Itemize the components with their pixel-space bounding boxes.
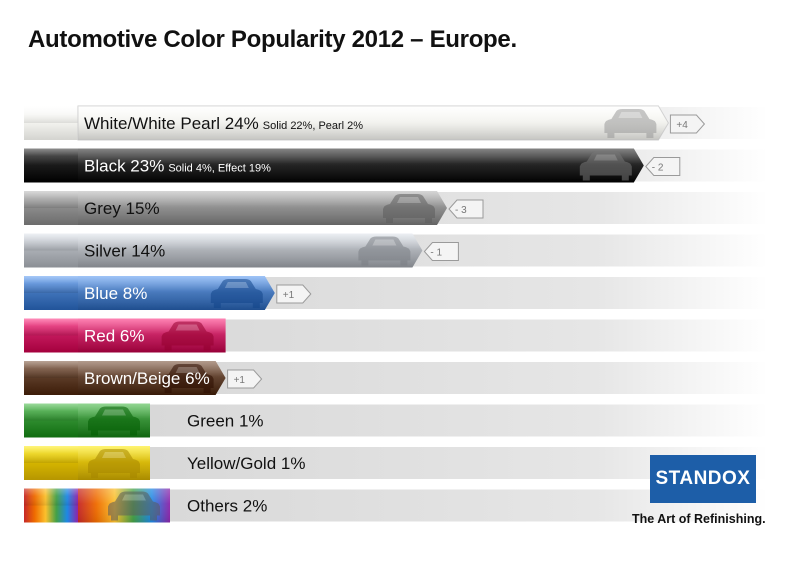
color-swatches	[24, 106, 78, 523]
chart-title: Automotive Color Popularity 2012 – Europ…	[28, 26, 517, 53]
bar-label: White/White Pearl 24% Solid 22%, Pearl 2%	[84, 114, 363, 133]
bar-label: Brown/Beige 6%	[84, 369, 210, 388]
bar-gloss	[78, 148, 644, 183]
change-value: +1	[234, 375, 246, 386]
change-indicator: +1	[276, 284, 312, 304]
bar-label-main: Silver 14%	[84, 242, 165, 261]
change-arrow	[448, 199, 484, 219]
change-value: - 2	[652, 163, 664, 174]
swatch-gloss	[24, 361, 78, 378]
bar-label-main: Green 1%	[187, 412, 264, 431]
bar-gloss	[78, 191, 447, 225]
bar-label-main: Grey 15%	[84, 199, 160, 218]
tagline: The Art of Refinishing.	[632, 512, 766, 526]
bar-gloss	[78, 233, 423, 268]
swatch-gloss	[24, 276, 78, 293]
bar-label-main: Black 23%	[84, 157, 164, 176]
bar-label-main: White/White Pearl 24%	[84, 114, 259, 133]
swatch-gloss	[24, 106, 78, 123]
car-icon	[161, 364, 214, 393]
bar-label: Red 6%	[84, 327, 144, 346]
change-arrow	[227, 369, 263, 389]
swatch-gloss	[24, 446, 78, 463]
car-icon	[604, 109, 657, 138]
swatch-gloss	[24, 318, 78, 336]
car-icon	[358, 236, 411, 266]
swatch-gloss	[24, 148, 78, 166]
change-arrow	[276, 284, 312, 304]
bar-label-main: Red 6%	[84, 327, 144, 346]
bar-label: Blue 8%	[84, 284, 147, 303]
bar-labels: White/White Pearl 24% Solid 22%, Pearl 2%…	[84, 114, 363, 516]
change-indicator: - 3	[448, 199, 484, 219]
bar-label-main: Blue 8%	[84, 284, 147, 303]
change-value: - 1	[430, 248, 442, 259]
logo-text: STANDOX	[655, 468, 751, 489]
change-value: +4	[676, 120, 688, 131]
bar-label: Silver 14%	[84, 242, 165, 261]
swatch-gloss	[24, 233, 78, 251]
change-indicator: - 1	[423, 242, 459, 261]
change-arrow	[423, 242, 459, 261]
change-arrows: +4 - 2 - 3 - 1 +1 +1	[227, 114, 706, 389]
bar-label: Yellow/Gold 1%	[187, 454, 305, 473]
bar-sublabel: Solid 4%, Effect 19%	[168, 163, 271, 175]
bar-label-main: Brown/Beige 6%	[84, 369, 210, 388]
swatch-gloss	[24, 488, 78, 506]
car-icon	[108, 491, 160, 521]
change-arrow	[669, 114, 706, 134]
change-value: +1	[283, 290, 295, 301]
car-icon	[210, 279, 263, 308]
bar-label: Black 23% Solid 4%, Effect 19%	[84, 157, 271, 176]
change-indicator: - 2	[645, 157, 681, 176]
swatch-gloss	[24, 403, 78, 421]
standox-logo: STANDOX	[650, 455, 756, 503]
bar-label-main: Yellow/Gold 1%	[187, 454, 305, 473]
change-indicator: +1	[227, 369, 263, 389]
car-icon	[383, 194, 435, 223]
bar-sublabel: Solid 22%, Pearl 2%	[263, 120, 363, 132]
car-icon	[88, 406, 140, 436]
change-arrow	[645, 157, 681, 176]
bar-label: Others 2%	[187, 497, 267, 516]
bar-label: Grey 15%	[84, 199, 160, 218]
car-icon	[579, 151, 632, 181]
bar-gloss	[78, 106, 669, 140]
swatch-gloss	[24, 191, 78, 208]
bar-label: Green 1%	[187, 412, 264, 431]
bar-track	[78, 404, 768, 437]
change-indicator: +4	[669, 114, 706, 134]
change-value: - 3	[455, 205, 467, 216]
bar-label-main: Others 2%	[187, 497, 267, 516]
car-icons	[88, 109, 657, 521]
car-icon	[88, 449, 140, 478]
car-icon	[161, 321, 214, 351]
